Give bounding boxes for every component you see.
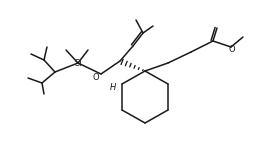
Text: O: O <box>229 44 235 54</box>
Text: O: O <box>93 73 99 82</box>
Text: H: H <box>110 83 116 91</box>
Text: Si: Si <box>74 59 82 67</box>
